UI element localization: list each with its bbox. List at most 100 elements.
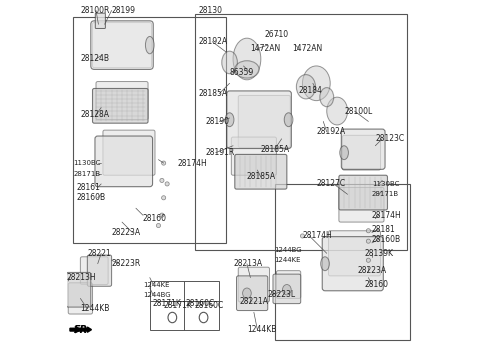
Text: 28160B: 28160B [77,193,106,202]
Text: 28160: 28160 [143,214,167,223]
FancyBboxPatch shape [96,13,106,28]
Ellipse shape [162,196,166,200]
Ellipse shape [327,97,348,125]
Text: 1244BG: 1244BG [275,247,302,253]
Ellipse shape [283,285,291,295]
Text: 28192A: 28192A [198,37,228,46]
FancyBboxPatch shape [80,257,108,285]
Text: 28221: 28221 [87,249,111,258]
Text: 28130: 28130 [198,6,222,15]
FancyBboxPatch shape [339,175,387,210]
Text: 28223R: 28223R [112,259,141,268]
Text: 28185A: 28185A [247,172,276,181]
Ellipse shape [296,75,315,99]
Ellipse shape [302,66,330,101]
Text: 28213H: 28213H [67,273,96,282]
FancyBboxPatch shape [235,154,287,189]
FancyBboxPatch shape [68,283,93,314]
Text: 28160: 28160 [365,280,389,289]
FancyBboxPatch shape [93,88,148,123]
Ellipse shape [160,213,164,217]
Ellipse shape [222,51,238,74]
FancyBboxPatch shape [339,187,384,222]
Text: 28171B: 28171B [73,170,101,177]
Ellipse shape [160,178,164,183]
FancyBboxPatch shape [273,274,301,304]
Text: 28123C: 28123C [375,134,405,143]
FancyBboxPatch shape [276,271,301,298]
Text: 1472AN: 1472AN [292,44,322,53]
Text: 86359: 86359 [229,68,254,77]
Text: 28213A: 28213A [233,259,262,268]
FancyBboxPatch shape [91,21,153,69]
Text: 28223A: 28223A [112,228,141,237]
Text: 1244KB: 1244KB [247,325,276,334]
Ellipse shape [366,239,371,243]
FancyBboxPatch shape [328,231,381,276]
Ellipse shape [321,257,329,271]
Text: 28221A: 28221A [240,297,269,306]
Text: 28185A: 28185A [261,145,290,154]
FancyBboxPatch shape [96,82,148,120]
Text: 28160C: 28160C [195,301,224,310]
FancyBboxPatch shape [95,136,153,187]
Text: 1130BC: 1130BC [372,181,399,187]
Text: 1244BG: 1244BG [143,292,170,298]
FancyBboxPatch shape [227,91,291,149]
Text: 28190: 28190 [205,117,229,126]
Text: 1472AN: 1472AN [251,44,281,53]
Text: 28128A: 28128A [80,110,109,119]
Ellipse shape [233,38,261,80]
Bar [275,184,410,340]
Text: 28181: 28181 [372,225,396,234]
Text: 1244KE: 1244KE [143,281,169,288]
FancyArrow shape [70,327,92,332]
Text: 28139K: 28139K [365,249,394,258]
FancyBboxPatch shape [93,23,152,68]
Text: 28192A: 28192A [316,127,346,136]
Text: 28223A: 28223A [358,266,387,275]
Ellipse shape [165,182,169,186]
FancyBboxPatch shape [231,137,276,175]
FancyBboxPatch shape [322,237,384,291]
FancyBboxPatch shape [238,95,290,147]
FancyBboxPatch shape [238,267,269,302]
Text: 28184: 28184 [299,86,323,95]
Text: 28124B: 28124B [80,54,109,64]
Ellipse shape [225,113,234,127]
Bar [195,14,407,250]
Text: 28100L: 28100L [344,107,372,116]
Text: 28160C: 28160C [185,299,215,308]
Text: 28174H: 28174H [302,231,332,240]
Ellipse shape [145,36,154,54]
Text: 28223L: 28223L [268,290,296,299]
FancyBboxPatch shape [237,276,268,311]
Bar [73,17,226,243]
Ellipse shape [156,223,160,228]
Text: 1130BC: 1130BC [73,160,101,166]
Text: FR: FR [73,325,87,335]
FancyBboxPatch shape [67,272,91,307]
Text: 28185A: 28185A [198,89,228,98]
Text: 28174H: 28174H [178,159,207,168]
FancyBboxPatch shape [341,129,385,169]
Text: 26710: 26710 [264,30,288,39]
Ellipse shape [366,258,371,262]
Text: 1244KE: 1244KE [275,257,301,263]
Ellipse shape [162,161,166,165]
Text: 28171B: 28171B [372,191,399,197]
Text: 28161: 28161 [77,183,101,192]
Text: 28127C: 28127C [316,179,346,188]
Text: 28199: 28199 [112,6,136,15]
Text: 28171K: 28171K [153,299,181,308]
Ellipse shape [300,234,304,238]
Text: 28174H: 28174H [372,211,402,220]
Bar [150,281,219,330]
Ellipse shape [320,88,334,107]
Text: 28171K: 28171K [164,301,192,310]
Ellipse shape [284,113,293,127]
FancyBboxPatch shape [103,130,155,175]
Text: 28160B: 28160B [372,235,401,244]
FancyBboxPatch shape [342,135,381,170]
Text: 28100R: 28100R [80,6,110,15]
